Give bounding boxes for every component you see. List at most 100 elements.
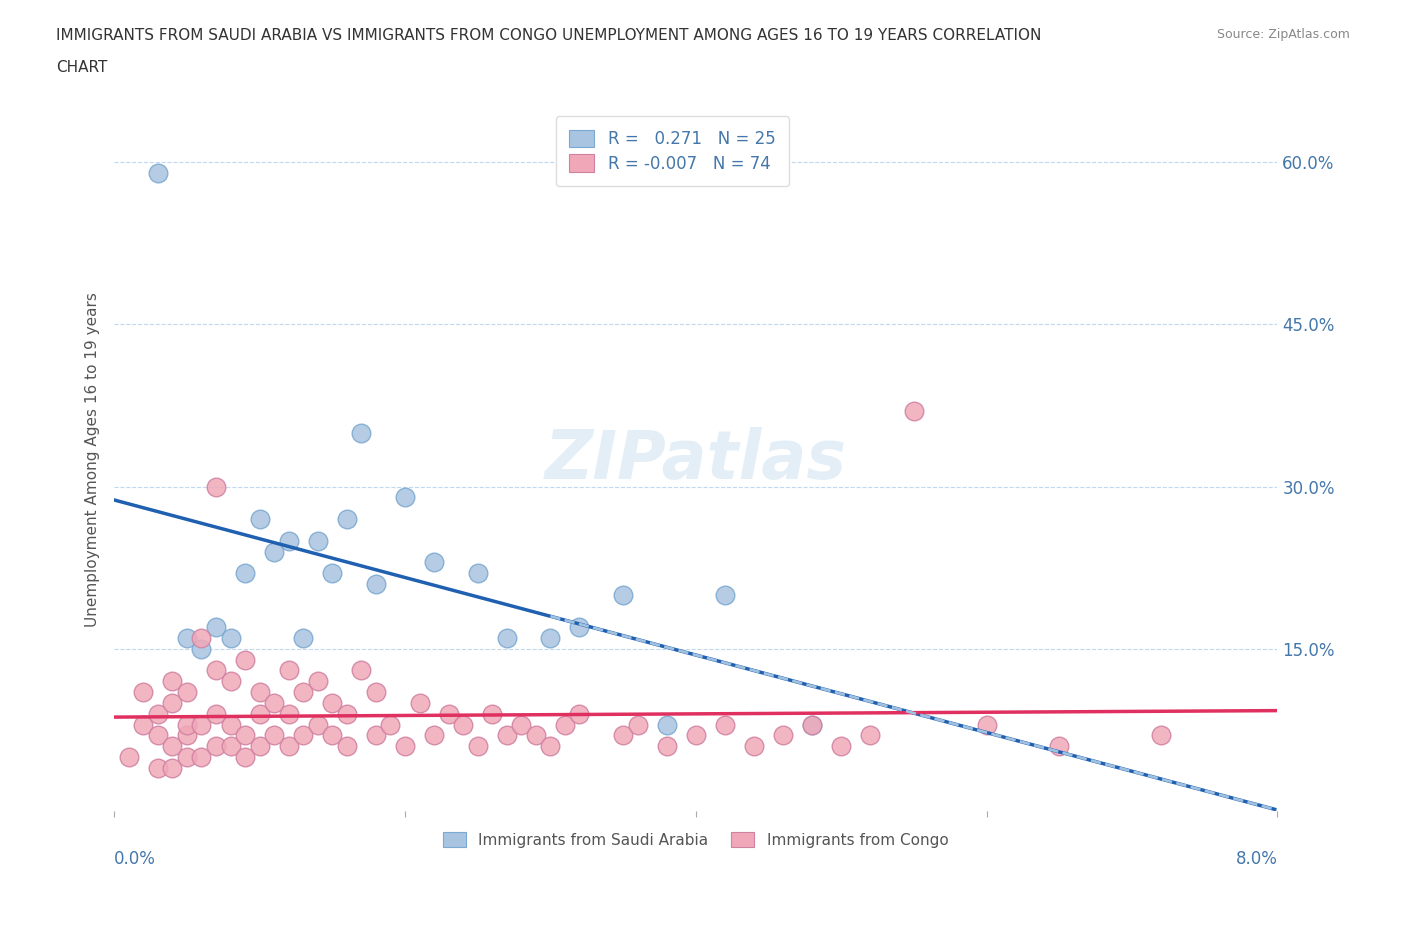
Point xyxy=(538,738,561,753)
Point xyxy=(277,663,299,678)
Point xyxy=(714,588,737,603)
Point xyxy=(263,696,285,711)
Point xyxy=(742,738,765,753)
Point xyxy=(364,577,387,591)
Point xyxy=(249,512,271,526)
Point xyxy=(1047,738,1070,753)
Point xyxy=(176,684,198,699)
Point xyxy=(176,717,198,732)
Point xyxy=(336,706,359,721)
Text: ZIPatlas: ZIPatlas xyxy=(544,427,846,493)
Point xyxy=(321,728,343,743)
Point xyxy=(554,717,576,732)
Point xyxy=(190,717,212,732)
Point xyxy=(538,631,561,645)
Point xyxy=(162,696,184,711)
Point xyxy=(263,544,285,559)
Point xyxy=(132,684,155,699)
Point xyxy=(146,728,169,743)
Point xyxy=(394,490,416,505)
Point xyxy=(655,738,678,753)
Point xyxy=(277,533,299,548)
Text: CHART: CHART xyxy=(56,60,108,75)
Point xyxy=(307,717,329,732)
Point xyxy=(481,706,503,721)
Point xyxy=(219,674,242,689)
Point xyxy=(249,684,271,699)
Point xyxy=(801,717,824,732)
Point xyxy=(190,631,212,645)
Point xyxy=(1150,728,1173,743)
Point xyxy=(132,717,155,732)
Point xyxy=(568,619,591,634)
Point xyxy=(380,717,402,732)
Point xyxy=(510,717,533,732)
Point xyxy=(437,706,460,721)
Point xyxy=(146,706,169,721)
Point xyxy=(467,738,489,753)
Point xyxy=(205,479,228,494)
Point xyxy=(205,706,228,721)
Point xyxy=(176,728,198,743)
Point xyxy=(263,728,285,743)
Point xyxy=(612,588,634,603)
Point xyxy=(801,717,824,732)
Point xyxy=(277,738,299,753)
Point xyxy=(292,684,315,699)
Point xyxy=(162,674,184,689)
Point xyxy=(772,728,794,743)
Point xyxy=(205,663,228,678)
Point xyxy=(219,631,242,645)
Text: 0.0%: 0.0% xyxy=(114,850,156,868)
Point xyxy=(233,652,256,667)
Point xyxy=(495,728,517,743)
Point xyxy=(336,512,359,526)
Point xyxy=(685,728,707,743)
Legend: Immigrants from Saudi Arabia, Immigrants from Congo: Immigrants from Saudi Arabia, Immigrants… xyxy=(432,819,960,859)
Point xyxy=(423,728,446,743)
Point xyxy=(903,404,925,418)
Point xyxy=(336,738,359,753)
Point xyxy=(205,619,228,634)
Point xyxy=(364,728,387,743)
Point xyxy=(467,565,489,580)
Point xyxy=(176,750,198,764)
Point xyxy=(350,425,373,440)
Y-axis label: Unemployment Among Ages 16 to 19 years: Unemployment Among Ages 16 to 19 years xyxy=(86,292,100,627)
Point xyxy=(524,728,547,743)
Point xyxy=(321,565,343,580)
Point xyxy=(205,738,228,753)
Text: Source: ZipAtlas.com: Source: ZipAtlas.com xyxy=(1216,28,1350,41)
Point xyxy=(146,166,169,180)
Point xyxy=(859,728,882,743)
Text: IMMIGRANTS FROM SAUDI ARABIA VS IMMIGRANTS FROM CONGO UNEMPLOYMENT AMONG AGES 16: IMMIGRANTS FROM SAUDI ARABIA VS IMMIGRAN… xyxy=(56,28,1042,43)
Point xyxy=(307,533,329,548)
Point xyxy=(118,750,141,764)
Point xyxy=(292,728,315,743)
Point xyxy=(495,631,517,645)
Point xyxy=(233,728,256,743)
Point xyxy=(190,750,212,764)
Point xyxy=(233,750,256,764)
Point xyxy=(408,696,430,711)
Point xyxy=(627,717,650,732)
Point xyxy=(307,674,329,689)
Point xyxy=(830,738,852,753)
Point xyxy=(219,738,242,753)
Point xyxy=(364,684,387,699)
Point xyxy=(162,761,184,776)
Point xyxy=(350,663,373,678)
Point xyxy=(292,631,315,645)
Point xyxy=(162,738,184,753)
Point xyxy=(219,717,242,732)
Point xyxy=(190,642,212,657)
Point xyxy=(321,696,343,711)
Point xyxy=(976,717,998,732)
Point xyxy=(568,706,591,721)
Point xyxy=(249,706,271,721)
Point xyxy=(394,738,416,753)
Text: 8.0%: 8.0% xyxy=(1236,850,1278,868)
Point xyxy=(249,738,271,753)
Point xyxy=(423,555,446,570)
Point xyxy=(612,728,634,743)
